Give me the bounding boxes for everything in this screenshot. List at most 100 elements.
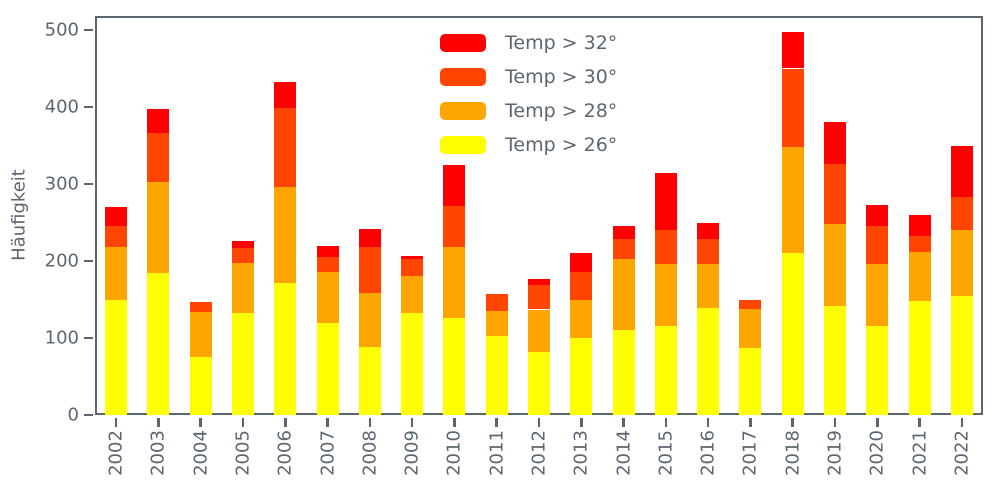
bar-segment-2015 (654, 173, 677, 231)
x-tick-label-2005: 2005 (232, 430, 254, 476)
x-tick-label-2017: 2017 (739, 430, 761, 476)
x-tick-label-2012: 2012 (528, 430, 550, 476)
bar-segment-2015 (654, 325, 677, 415)
bar-segment-2022 (950, 146, 973, 198)
bar-segment-2016 (697, 222, 720, 240)
legend-swatch-icon (440, 68, 486, 86)
x-tick-label-2015: 2015 (655, 430, 677, 476)
x-tick-mark (410, 417, 414, 427)
bar-segment-2020 (866, 264, 889, 327)
x-tick-mark (875, 417, 879, 427)
bar-segment-2014 (612, 258, 635, 331)
bar-segment-2002 (105, 300, 128, 415)
x-tick-label-2016: 2016 (697, 430, 719, 476)
bar-segment-2002 (105, 207, 128, 226)
legend-swatch-icon (440, 136, 486, 154)
bar-segment-2020 (866, 226, 889, 265)
bar-segment-2010 (443, 164, 466, 206)
x-tick-mark (326, 417, 329, 427)
bar-segment-2002 (105, 247, 128, 301)
x-tick-label-2010: 2010 (443, 430, 465, 476)
x-tick-mark (283, 417, 287, 427)
bar-segment-2007 (316, 245, 339, 258)
bar-segment-2013 (570, 338, 593, 415)
bar-segment-2022 (950, 230, 973, 296)
x-tick-mark (664, 417, 668, 427)
bar-segment-2021 (908, 301, 931, 415)
bar-segment-2018 (781, 252, 804, 415)
y-tick-label: 200 (44, 250, 79, 272)
bar-segment-2019 (824, 121, 846, 164)
y-tick-label: 300 (44, 173, 79, 195)
legend-label: Temp > 30° (505, 66, 618, 88)
x-tick-label-2018: 2018 (782, 430, 804, 476)
bar-segment-2013 (570, 300, 593, 338)
x-tick-label-2013: 2013 (570, 430, 592, 476)
legend-label: Temp > 26° (505, 134, 618, 156)
x-tick-label-2020: 2020 (866, 430, 888, 476)
bar-segment-2021 (908, 235, 931, 252)
y-tick-mark (84, 105, 93, 109)
bar-segment-2008 (358, 228, 381, 248)
x-tick-label-2003: 2003 (147, 430, 169, 476)
bar-segment-2012 (528, 284, 550, 310)
y-tick-mark (84, 336, 93, 340)
bar-segment-2010 (443, 317, 466, 415)
x-tick-mark (537, 417, 541, 427)
bar-segment-2006 (274, 107, 297, 188)
legend-label: Temp > 28° (505, 100, 618, 122)
x-tick-mark (579, 417, 583, 427)
x-tick-label-2019: 2019 (824, 430, 846, 476)
bar-segment-2003 (147, 133, 170, 182)
bar-segment-2009 (401, 255, 424, 259)
x-tick-label-2011: 2011 (486, 430, 508, 476)
legend-swatch-icon (440, 102, 486, 120)
y-tick-mark (84, 182, 93, 186)
legend-item-0: Temp > 32° (440, 32, 617, 54)
bar-segment-2013 (570, 271, 593, 301)
x-tick-mark (241, 417, 245, 427)
bar-segment-2008 (358, 247, 381, 293)
x-tick-label-2014: 2014 (613, 430, 635, 476)
y-tick-mark (84, 413, 93, 417)
bar-segment-2009 (401, 276, 424, 313)
x-tick-label-2009: 2009 (401, 430, 423, 476)
bar-segment-2018 (781, 147, 804, 253)
bar-segment-2020 (866, 204, 889, 227)
x-tick-label-2007: 2007 (317, 430, 339, 476)
bar-segment-2019 (824, 306, 846, 415)
bar-segment-2009 (401, 312, 424, 415)
legend: Temp > 32° Temp > 30° Temp > 28° Temp > 26° (440, 32, 617, 156)
bar-segment-2011 (485, 311, 508, 336)
bar-segment-2011 (485, 294, 508, 312)
x-tick-label-2021: 2021 (909, 430, 931, 476)
x-tick-label-2002: 2002 (105, 430, 127, 476)
x-tick-mark (833, 417, 837, 427)
bar-segment-2010 (443, 205, 466, 248)
bar-segment-2016 (697, 307, 720, 415)
bar-segment-2007 (316, 271, 339, 324)
bar-segment-2020 (866, 326, 889, 415)
x-tick-mark (622, 417, 625, 427)
bar-segment-2004 (189, 357, 212, 415)
x-tick-label-2008: 2008 (359, 430, 381, 476)
bar-segment-2008 (358, 347, 381, 415)
x-tick-mark (368, 417, 372, 427)
x-tick-mark (495, 417, 498, 427)
bar-segment-2015 (654, 230, 677, 265)
bar-segment-2009 (401, 258, 424, 277)
legend-label: Temp > 32° (505, 32, 618, 54)
bar-segment-2004 (189, 311, 212, 358)
x-tick-label-2006: 2006 (274, 430, 296, 476)
bar-segment-2017 (739, 308, 762, 348)
bar-segment-2007 (316, 257, 339, 272)
bar-segment-2017 (739, 348, 762, 415)
bar-segment-2003 (147, 109, 170, 134)
bar-segment-2019 (824, 163, 846, 225)
x-tick-label-2004: 2004 (190, 430, 212, 476)
bar-segment-2005 (232, 240, 254, 248)
bar-segment-2011 (485, 335, 508, 415)
bar-segment-2017 (739, 299, 762, 309)
x-tick-mark (453, 417, 456, 427)
y-tick-mark (84, 28, 93, 32)
